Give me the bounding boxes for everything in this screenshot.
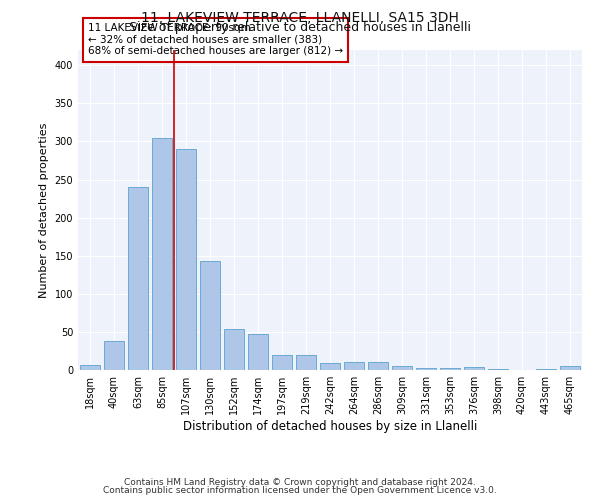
Bar xyxy=(128,187,148,370)
Bar xyxy=(392,366,412,370)
Bar xyxy=(176,149,196,370)
Bar xyxy=(320,363,340,370)
Bar xyxy=(464,367,484,370)
Bar xyxy=(272,355,292,370)
Bar xyxy=(296,355,316,370)
Text: Contains HM Land Registry data © Crown copyright and database right 2024.: Contains HM Land Registry data © Crown c… xyxy=(124,478,476,487)
Bar xyxy=(200,261,220,370)
Bar xyxy=(560,366,580,370)
Bar xyxy=(344,362,364,370)
Bar xyxy=(536,369,556,370)
Bar xyxy=(416,368,436,370)
Bar xyxy=(80,364,100,370)
Bar xyxy=(488,369,508,370)
Bar xyxy=(368,362,388,370)
X-axis label: Distribution of detached houses by size in Llanelli: Distribution of detached houses by size … xyxy=(183,420,477,433)
Text: 11, LAKEVIEW TERRACE, LLANELLI, SA15 3DH: 11, LAKEVIEW TERRACE, LLANELLI, SA15 3DH xyxy=(141,11,459,25)
Text: Size of property relative to detached houses in Llanelli: Size of property relative to detached ho… xyxy=(129,21,471,34)
Bar xyxy=(440,368,460,370)
Bar xyxy=(152,138,172,370)
Y-axis label: Number of detached properties: Number of detached properties xyxy=(39,122,49,298)
Text: 11 LAKEVIEW TERRACE: 90sqm
← 32% of detached houses are smaller (383)
68% of sem: 11 LAKEVIEW TERRACE: 90sqm ← 32% of deta… xyxy=(88,23,343,56)
Bar xyxy=(104,341,124,370)
Bar xyxy=(224,329,244,370)
Text: Contains public sector information licensed under the Open Government Licence v3: Contains public sector information licen… xyxy=(103,486,497,495)
Bar xyxy=(248,334,268,370)
